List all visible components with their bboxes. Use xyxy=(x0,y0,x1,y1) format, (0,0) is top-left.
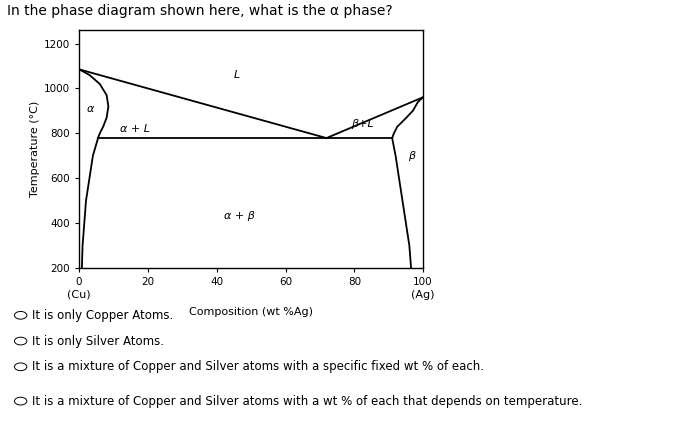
Text: L: L xyxy=(234,70,240,80)
Text: α: α xyxy=(87,104,94,114)
Text: It is only Copper Atoms.: It is only Copper Atoms. xyxy=(32,309,173,322)
Text: β+L: β+L xyxy=(351,119,374,130)
Text: (Ag): (Ag) xyxy=(411,290,435,299)
Text: It is a mixture of Copper and Silver atoms with a wt % of each that depends on t: It is a mixture of Copper and Silver ato… xyxy=(32,395,583,408)
Text: β: β xyxy=(407,151,415,161)
Text: α + β: α + β xyxy=(224,211,255,221)
Text: It is only Silver Atoms.: It is only Silver Atoms. xyxy=(32,335,164,347)
Y-axis label: Temperature (°C): Temperature (°C) xyxy=(30,101,40,197)
Text: In the phase diagram shown here, what is the α phase?: In the phase diagram shown here, what is… xyxy=(7,4,393,18)
Text: α + L: α + L xyxy=(120,124,151,134)
Text: (Cu): (Cu) xyxy=(67,290,91,299)
Text: Composition (wt %Ag): Composition (wt %Ag) xyxy=(189,307,313,317)
Text: It is a mixture of Copper and Silver atoms with a specific fixed wt % of each.: It is a mixture of Copper and Silver ato… xyxy=(32,360,484,373)
